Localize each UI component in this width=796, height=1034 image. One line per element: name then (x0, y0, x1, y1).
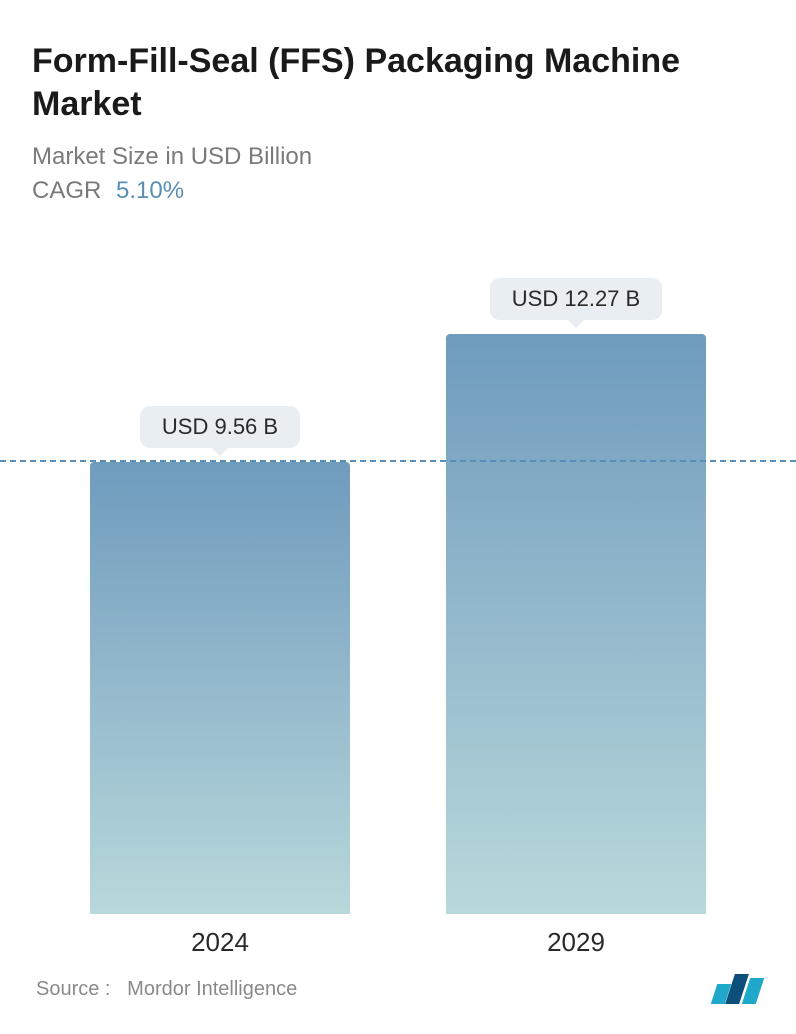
brand-logo (714, 974, 760, 1004)
chart-area: USD 9.56 B 2024 USD 12.27 B 2029 (42, 255, 754, 974)
chart-subtitle: Market Size in USD Billion (32, 143, 764, 171)
cagr-row: CAGR 5.10% (32, 177, 764, 205)
cagr-value: 5.10% (116, 177, 184, 204)
bar-group-2029: USD 12.27 B 2029 (446, 278, 706, 914)
value-pill: USD 12.27 B (490, 278, 662, 320)
reference-line (0, 460, 796, 462)
source-text: Source : Mordor Intelligence (36, 978, 297, 1001)
value-pill: USD 9.56 B (140, 406, 300, 448)
year-label: 2029 (547, 927, 605, 958)
source-label: Source : (36, 978, 110, 1000)
cagr-label: CAGR (32, 177, 101, 204)
year-label: 2024 (191, 927, 249, 958)
bars-row: USD 9.56 B 2024 USD 12.27 B 2029 (42, 334, 754, 914)
bar-group-2024: USD 9.56 B 2024 (90, 406, 350, 914)
chart-title: Form-Fill-Seal (FFS) Packaging Machine M… (32, 40, 764, 125)
bar-2024 (90, 462, 350, 914)
source-value: Mordor Intelligence (127, 978, 297, 1000)
chart-container: Form-Fill-Seal (FFS) Packaging Machine M… (0, 0, 796, 1034)
footer: Source : Mordor Intelligence (32, 974, 764, 1014)
bar-2029 (446, 334, 706, 914)
